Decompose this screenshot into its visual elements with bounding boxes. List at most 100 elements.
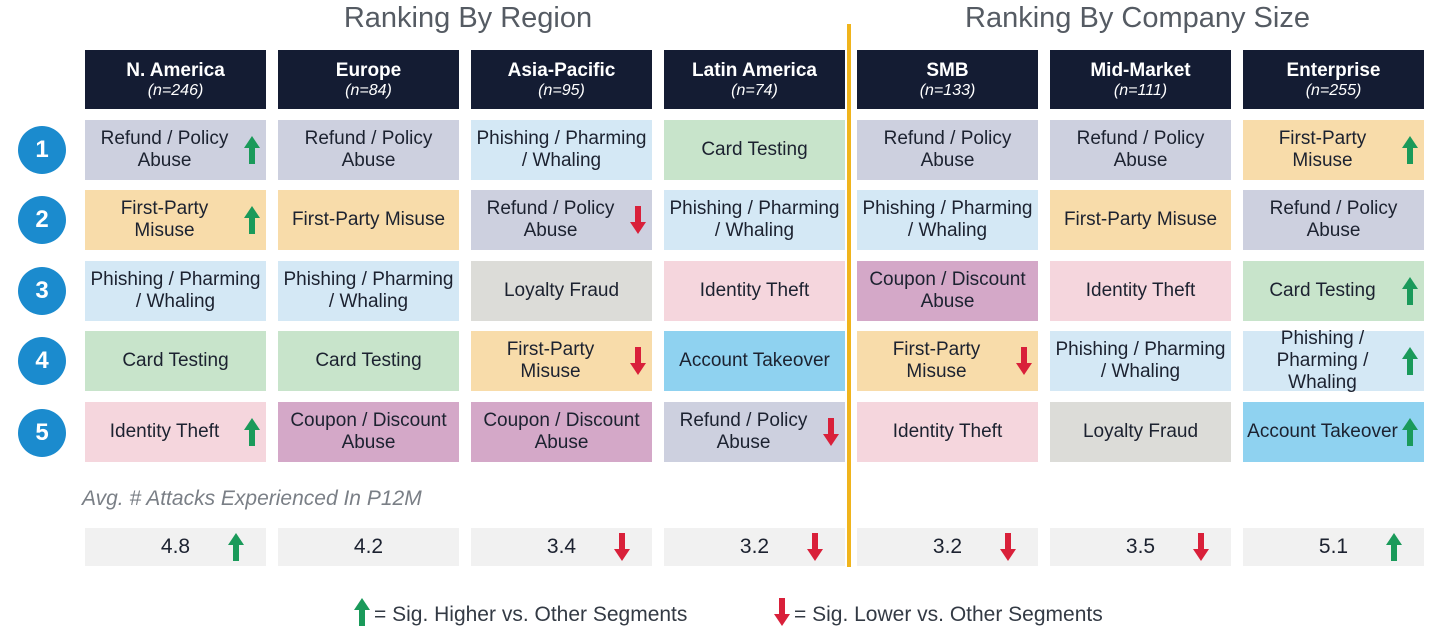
ranking-cell-label: Refund / Policy Abuse bbox=[486, 198, 615, 241]
ranking-cell: Coupon / Discount Abuse bbox=[857, 261, 1038, 321]
ranking-cell: Refund / Policy Abuse bbox=[471, 190, 652, 250]
rank-badge-2: 2 bbox=[18, 196, 66, 244]
avg-attacks-value: 3.5 bbox=[1125, 535, 1156, 558]
segment-sample-size: (n=84) bbox=[345, 82, 392, 99]
ranking-cell: Phishing / Pharming / Whaling bbox=[471, 120, 652, 180]
down-arrow-icon bbox=[630, 347, 646, 375]
ranking-cell-label: Loyalty Fraud bbox=[503, 280, 620, 301]
avg-attacks-value-box: 3.2 bbox=[857, 528, 1038, 566]
rank-badge-1: 1 bbox=[18, 126, 66, 174]
ranking-cell: Coupon / Discount Abuse bbox=[278, 402, 459, 462]
segment-header: SMB (n=133) bbox=[857, 50, 1038, 109]
ranking-cell-label: First-Party Misuse bbox=[120, 198, 209, 241]
ranking-cell-label: Identity Theft bbox=[109, 421, 220, 442]
up-arrow-icon bbox=[244, 136, 260, 164]
segment-sample-size: (n=255) bbox=[1305, 82, 1362, 99]
avg-attacks-value: 3.2 bbox=[739, 535, 770, 558]
legend-up: = Sig. Higher vs. Other Segments bbox=[354, 598, 687, 632]
legend-down: = Sig. Lower vs. Other Segments bbox=[774, 598, 1103, 632]
up-arrow-icon bbox=[244, 418, 260, 446]
avg-attacks-value-box: 3.2 bbox=[664, 528, 845, 566]
ranking-cell: Card Testing bbox=[1243, 261, 1424, 321]
ranking-cell-label: Refund / Policy Abuse bbox=[1269, 198, 1398, 241]
avg-attacks-value: 4.2 bbox=[353, 535, 384, 558]
segment-name: Enterprise bbox=[1286, 60, 1381, 81]
ranking-cell: First-Party Misuse bbox=[857, 331, 1038, 391]
up-arrow-icon bbox=[1402, 347, 1418, 375]
down-arrow-icon bbox=[823, 418, 839, 446]
down-arrow-icon bbox=[614, 533, 630, 561]
segment-name: SMB bbox=[926, 60, 969, 81]
up-arrow-icon bbox=[354, 598, 374, 632]
ranking-cell-label: Refund / Policy Abuse bbox=[100, 128, 229, 171]
down-arrow-icon bbox=[1193, 533, 1209, 561]
avg-attacks-value: 3.4 bbox=[546, 535, 577, 558]
ranking-cell: Card Testing bbox=[278, 331, 459, 391]
ranking-cell-label: Account Takeover bbox=[679, 350, 830, 371]
ranking-cell: Coupon / Discount Abuse bbox=[471, 402, 652, 462]
segment-sample-size: (n=95) bbox=[538, 82, 585, 99]
segment-header: Europe (n=84) bbox=[278, 50, 459, 109]
ranking-cell: First-Party Misuse bbox=[1243, 120, 1424, 180]
ranking-cell-label: Identity Theft bbox=[699, 280, 810, 301]
avg-attacks-value-box: 4.2 bbox=[278, 528, 459, 566]
ranking-cell: Phishing / Pharming / Whaling bbox=[664, 190, 845, 250]
ranking-cell: Loyalty Fraud bbox=[471, 261, 652, 321]
ranking-cell: Refund / Policy Abuse bbox=[664, 402, 845, 462]
segment-header: Mid-Market (n=111) bbox=[1050, 50, 1231, 109]
ranking-cell: First-Party Misuse bbox=[1050, 190, 1231, 250]
up-arrow-icon bbox=[1402, 418, 1418, 446]
ranking-cell-label: Account Takeover bbox=[1247, 421, 1398, 442]
segment-header: Asia-Pacific (n=95) bbox=[471, 50, 652, 109]
segment-header: Latin America (n=74) bbox=[664, 50, 845, 109]
segment-sample-size: (n=74) bbox=[731, 82, 778, 99]
ranking-cell: Phishing / Pharming / Whaling bbox=[1243, 328, 1424, 393]
down-arrow-icon bbox=[630, 206, 646, 234]
ranking-cell: Phishing / Pharming / Whaling bbox=[278, 261, 459, 321]
up-arrow-icon bbox=[1402, 277, 1418, 305]
avg-attacks-value-box: 3.4 bbox=[471, 528, 652, 566]
ranking-cell-label: Refund / Policy Abuse bbox=[883, 128, 1012, 171]
segment-sample-size: (n=111) bbox=[1113, 82, 1168, 99]
legend-up-label: = Sig. Higher vs. Other Segments bbox=[374, 603, 688, 626]
ranking-cell-label: Phishing / Pharming / Whaling bbox=[1055, 339, 1226, 382]
region-section-title: Ranking By Region bbox=[343, 2, 593, 34]
avg-attacks-value: 3.2 bbox=[932, 535, 963, 558]
segment-sample-size: (n=133) bbox=[919, 82, 976, 99]
ranking-cell: Identity Theft bbox=[1050, 261, 1231, 321]
ranking-cell: Account Takeover bbox=[1243, 402, 1424, 462]
ranking-cell-label: Coupon / Discount Abuse bbox=[869, 269, 1026, 312]
ranking-cell: Card Testing bbox=[85, 331, 266, 391]
ranking-cell: Phishing / Pharming / Whaling bbox=[857, 190, 1038, 250]
ranking-cell-label: Identity Theft bbox=[1085, 280, 1196, 301]
ranking-cell-label: Phishing / Pharming / Whaling bbox=[283, 269, 454, 312]
avg-attacks-value: 5.1 bbox=[1318, 535, 1349, 558]
ranking-cell: Identity Theft bbox=[857, 402, 1038, 462]
down-arrow-icon bbox=[1016, 347, 1032, 375]
avg-attacks-value-box: 5.1 bbox=[1243, 528, 1424, 566]
section-divider bbox=[847, 24, 851, 567]
ranking-cell: Phishing / Pharming / Whaling bbox=[85, 261, 266, 321]
ranking-cell-label: First-Party Misuse bbox=[291, 209, 446, 230]
ranking-cell-label: Refund / Policy Abuse bbox=[679, 410, 808, 453]
ranking-cell-label: Phishing / Pharming / Whaling bbox=[476, 128, 647, 171]
ranking-cell-label: Refund / Policy Abuse bbox=[1076, 128, 1205, 171]
segment-name: Europe bbox=[335, 60, 402, 81]
ranking-cell-label: Phishing / Pharming / Whaling bbox=[669, 198, 840, 241]
ranking-cell: Identity Theft bbox=[85, 402, 266, 462]
avg-attacks-label: Avg. # Attacks Experienced In P12M bbox=[82, 487, 422, 510]
down-arrow-icon bbox=[1000, 533, 1016, 561]
ranking-cell-label: First-Party Misuse bbox=[1278, 128, 1367, 171]
ranking-cell-label: Phishing / Pharming / Whaling bbox=[1276, 328, 1369, 393]
up-arrow-icon bbox=[1402, 136, 1418, 164]
ranking-cell: Refund / Policy Abuse bbox=[85, 120, 266, 180]
ranking-cell-label: Card Testing bbox=[315, 350, 422, 371]
ranking-cell: Refund / Policy Abuse bbox=[1243, 190, 1424, 250]
segment-name: Mid-Market bbox=[1090, 60, 1191, 81]
ranking-cell-label: Coupon / Discount Abuse bbox=[290, 410, 447, 453]
ranking-cell: Refund / Policy Abuse bbox=[278, 120, 459, 180]
segment-name: Asia-Pacific bbox=[507, 60, 616, 81]
segment-header: Enterprise (n=255) bbox=[1243, 50, 1424, 109]
rank-badge-5: 5 bbox=[18, 409, 66, 457]
ranking-cell: Phishing / Pharming / Whaling bbox=[1050, 331, 1231, 391]
